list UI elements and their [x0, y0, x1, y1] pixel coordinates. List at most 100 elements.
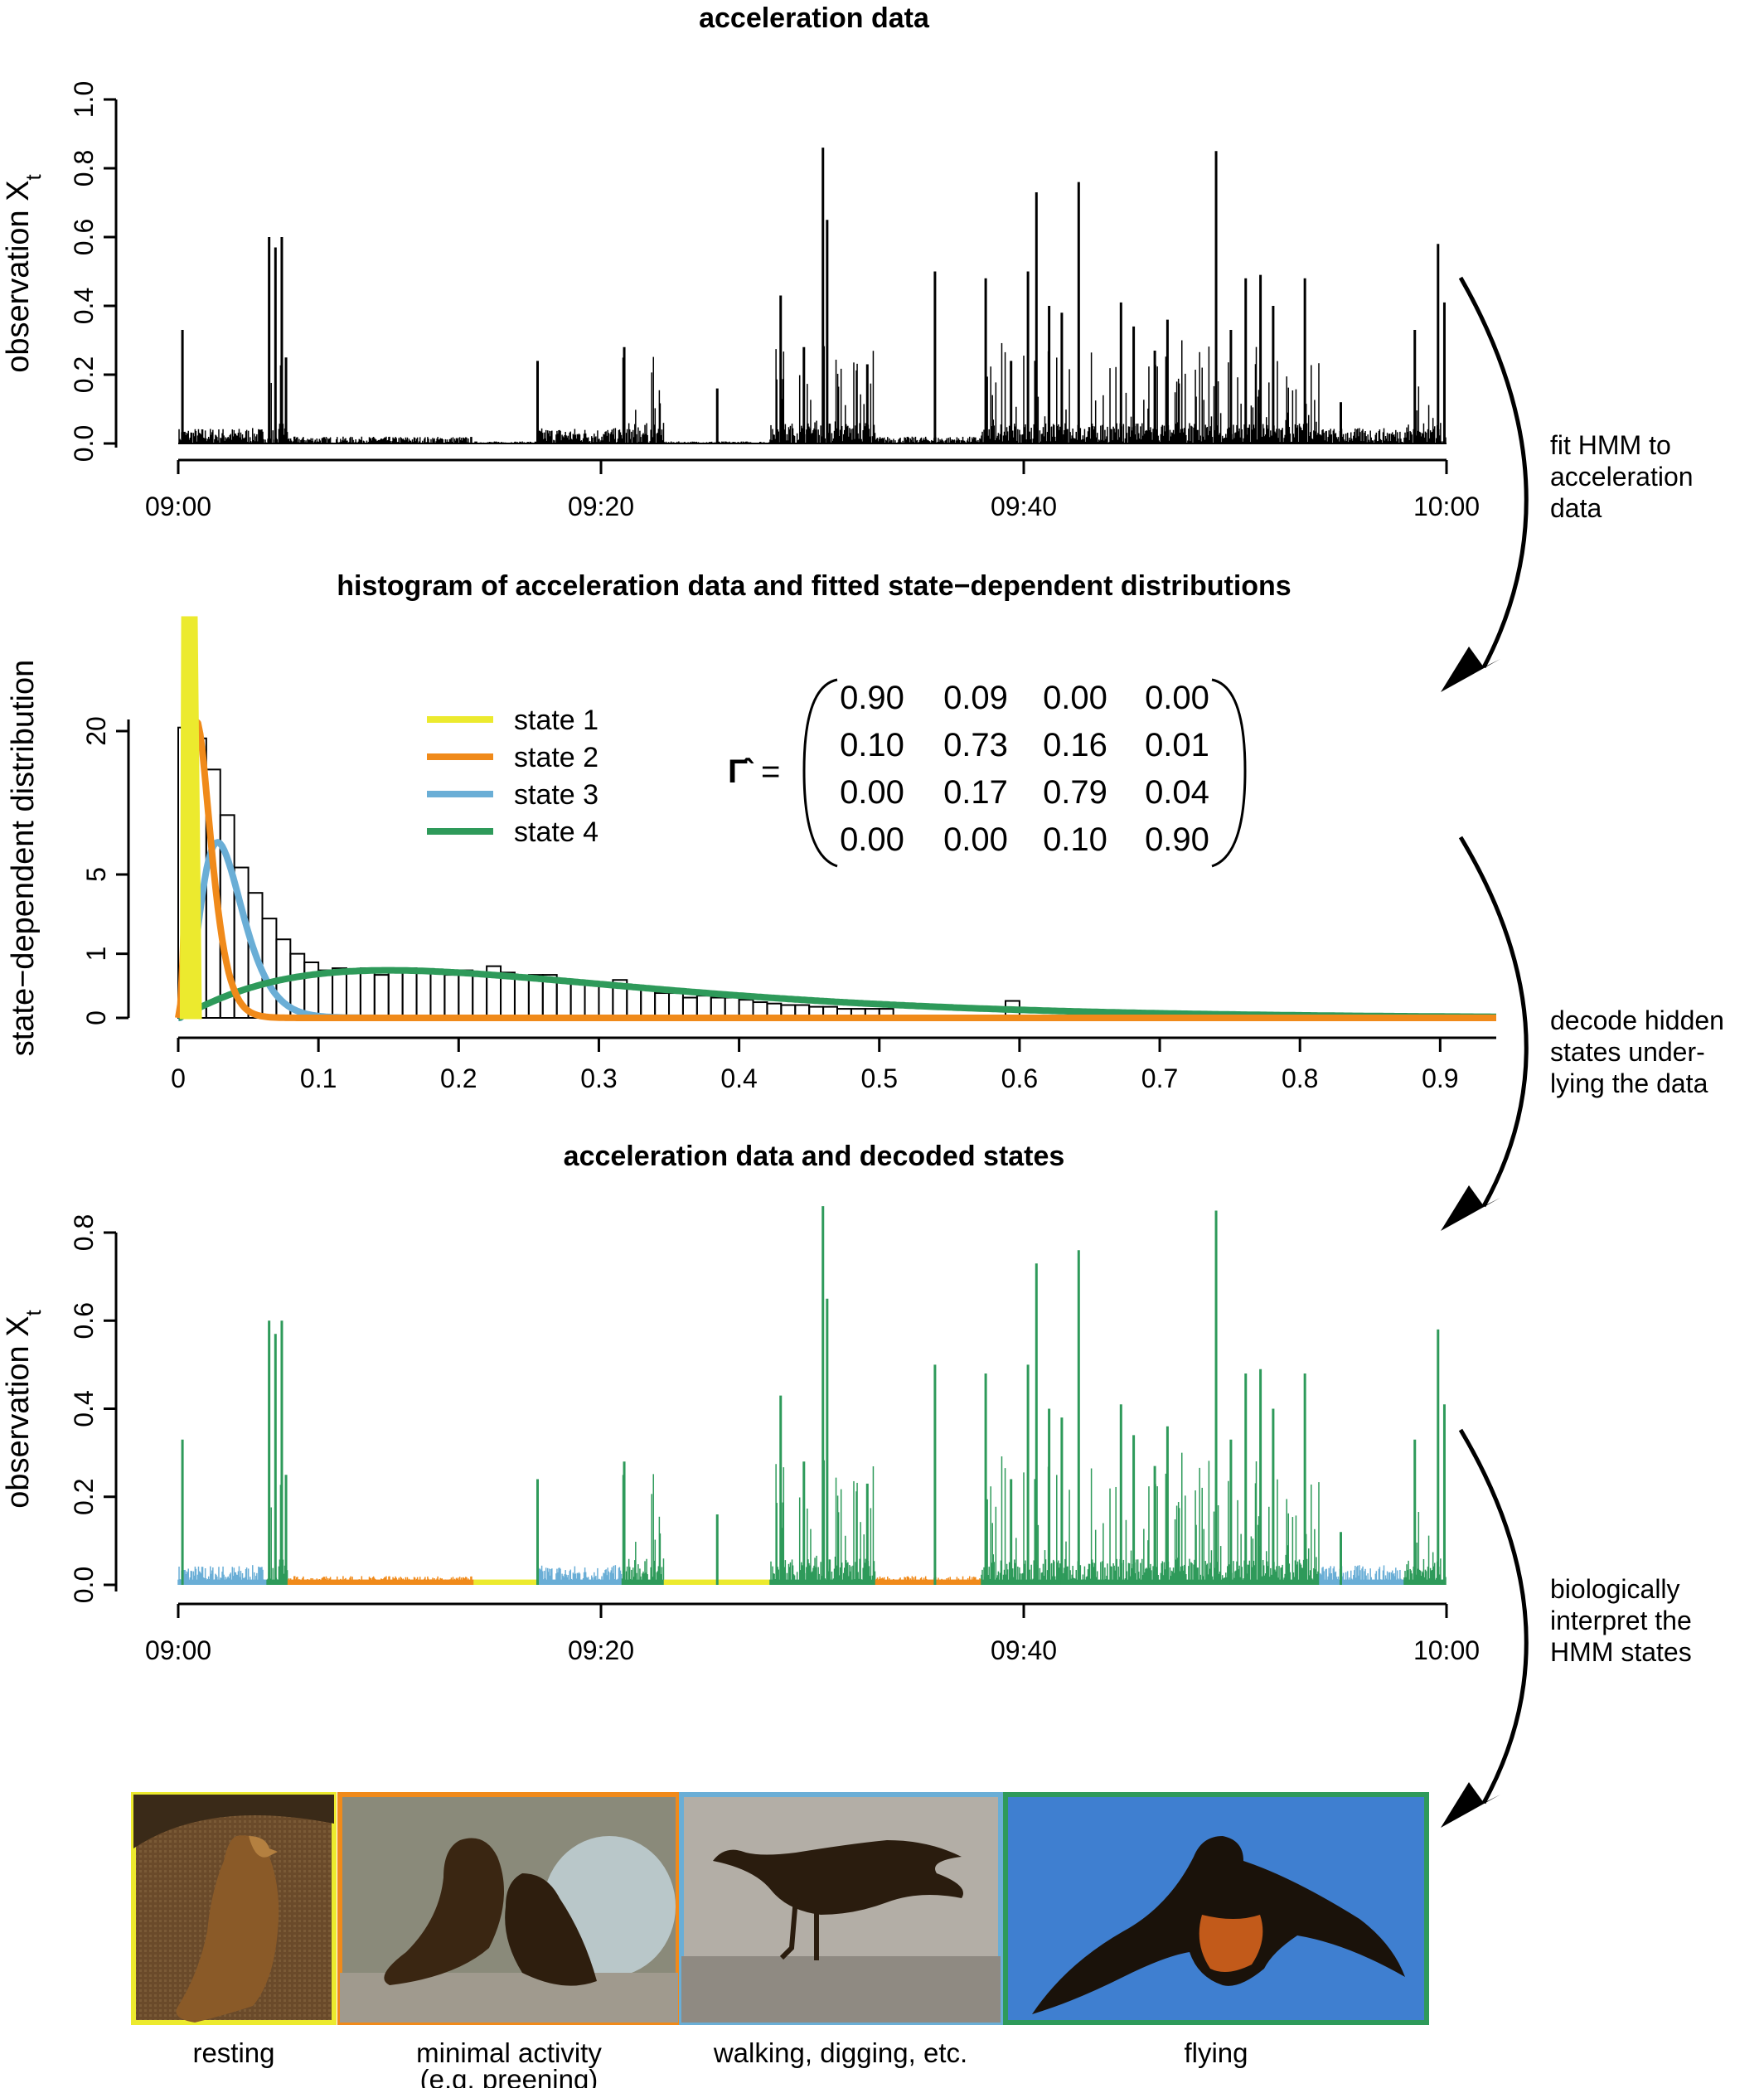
process-arrow-head	[1441, 647, 1500, 692]
panel2-y-tick-label: 0	[81, 1010, 111, 1025]
panel3-y-label: observation Xt	[1, 1309, 46, 1508]
matrix-cell: 0.09	[943, 680, 1008, 716]
process-arrow	[1458, 1428, 1529, 1805]
histogram-bar	[513, 976, 530, 1020]
panel2-x-tick-label: 0.3	[580, 1063, 617, 1093]
histogram-bar	[359, 967, 376, 1020]
panel3-series	[177, 1206, 1447, 1585]
histogram-bar	[640, 988, 657, 1020]
panel2-x-tick-label: 0.4	[720, 1063, 757, 1093]
panel2-y-label: state−dependent distribution	[6, 660, 41, 1057]
photo-minimal-activity	[337, 1792, 681, 2025]
histogram-bar	[317, 969, 334, 1020]
matrix-cell: 0.00	[840, 821, 904, 858]
histogram-bar	[472, 971, 488, 1020]
arrow-annotation: biologically	[1550, 1574, 1680, 1604]
histogram-bar	[654, 992, 671, 1020]
state2-curve	[175, 717, 1498, 1021]
matrix-cell: 0.16	[1043, 727, 1107, 763]
legend-label-state1: state 1	[514, 705, 598, 736]
equals-sign: =	[761, 753, 780, 790]
behaviour-photos: resting minimal activity(e.g. preening) wa…	[131, 1792, 1429, 2088]
panel-acceleration-data: acceleration data 0.0 0.2 0.4 0.6 0.8 1.0 09:…	[1, 2, 1480, 521]
histogram-bar	[555, 979, 572, 1020]
panel2-x-tick-label: 0.1	[300, 1063, 337, 1093]
photo-caption: minimal activity	[416, 2037, 602, 2068]
panel3-y-tick-label: 0.8	[69, 1214, 99, 1251]
panel3-x-tick-label: 09:20	[568, 1635, 634, 1665]
panel1-x-tick-label: 09:40	[991, 492, 1057, 521]
panel1-y-tick-label: 0.0	[69, 425, 99, 462]
panel3-y-tick-label: 0.0	[69, 1567, 99, 1603]
panel2-y-tick-label: 20	[81, 716, 111, 746]
panel2-x-tick-label: 0	[171, 1063, 186, 1093]
panel3-y-tick-label: 0.4	[69, 1390, 99, 1427]
matrix-cell: 0.04	[1145, 774, 1209, 811]
panel2-x-tick-label: 0.8	[1282, 1063, 1318, 1093]
matrix-cell: 0.00	[840, 774, 904, 811]
panel1-title: acceleration data	[699, 2, 930, 34]
histogram-bar	[303, 961, 320, 1020]
histogram-bar	[373, 974, 390, 1019]
panel1-series	[177, 148, 1447, 443]
histogram-bar	[695, 995, 712, 1020]
panel2-x-tick-label: 0.7	[1141, 1063, 1178, 1093]
state-density-curves	[175, 616, 1498, 1021]
arrow-annotation: HMM states	[1550, 1637, 1692, 1667]
histogram-bar	[429, 969, 446, 1020]
photo-walking	[679, 1792, 1003, 2025]
matrix-left-paren	[802, 678, 838, 868]
panel3-y-tick-label: 0.2	[69, 1479, 99, 1515]
process-arrow	[1458, 836, 1529, 1208]
matrix-cell: 0.10	[1043, 821, 1107, 858]
matrix-cell: 0.90	[1145, 821, 1209, 858]
panel3-y-tick-label: 0.6	[69, 1302, 99, 1339]
state3-curve	[177, 839, 1498, 1021]
panel2-x-tick-label: 0.6	[1001, 1063, 1038, 1093]
transition-matrix: Γ̂ = 0.90 0.09 0.00 0.00 0.10 0.73 0.16 0.01 0.0…	[728, 678, 1247, 868]
matrix-cell: 0.00	[1043, 680, 1107, 716]
arrow-annotation: decode hidden	[1550, 1005, 1724, 1035]
arrow-annotation: lying the data	[1550, 1068, 1708, 1098]
process-arrow	[1458, 276, 1529, 669]
arrow-annotation: acceleration	[1550, 462, 1694, 492]
panel3-x-tick-label: 09:00	[145, 1635, 211, 1665]
panel1-y-tick-label: 0.6	[69, 219, 99, 255]
arrow-annotation: fit HMM to	[1550, 430, 1671, 460]
matrix-cell: 0.01	[1145, 727, 1209, 763]
process-arrow-head	[1441, 1782, 1500, 1828]
histogram-bar	[569, 981, 586, 1019]
panel2-x-tick-label: 0.5	[861, 1063, 898, 1093]
histogram-bar	[598, 985, 614, 1020]
panel-histogram: histogram of acceleration data and fitte…	[6, 570, 1498, 1093]
panel3-title: acceleration data and decoded states	[564, 1141, 1065, 1172]
arrow-annotation: data	[1550, 493, 1602, 523]
process-arrow-head	[1441, 1185, 1500, 1231]
state1-curve	[179, 616, 202, 1020]
matrix-cell: 0.00	[1145, 680, 1209, 716]
panel1-x-tick-label: 09:20	[568, 492, 634, 521]
photo-caption: (e.g. preening)	[420, 2064, 598, 2088]
histogram-bar	[584, 981, 600, 1019]
panel2-x-tick-label: 0.9	[1422, 1063, 1458, 1093]
histogram-bar	[345, 969, 361, 1020]
panel1-y-tick-label: 1.0	[69, 81, 99, 118]
histogram-bar	[668, 992, 684, 1020]
photo-caption: walking, digging, etc.	[713, 2037, 967, 2068]
panel1-x-tick-label: 09:00	[145, 492, 211, 521]
legend-label-state3: state 3	[514, 779, 598, 811]
panel1-y-tick-label: 0.4	[69, 288, 99, 324]
photo-resting	[131, 1792, 337, 2025]
panel3-x-tick-label: 10:00	[1413, 1635, 1480, 1665]
matrix-cell: 0.10	[840, 727, 904, 763]
matrix-right-paren	[1211, 678, 1247, 868]
panel3-x-tick-label: 09:40	[991, 1635, 1057, 1665]
panel2-y-tick-label: 5	[81, 867, 111, 882]
matrix-cell: 0.90	[840, 680, 904, 716]
histogram-bar	[458, 969, 474, 1020]
panel-decoded-states: acceleration data and decoded states 0.0…	[1, 1141, 1480, 1665]
legend-label-state4: state 4	[514, 816, 598, 848]
panel1-y-label: observation Xt	[1, 173, 46, 372]
